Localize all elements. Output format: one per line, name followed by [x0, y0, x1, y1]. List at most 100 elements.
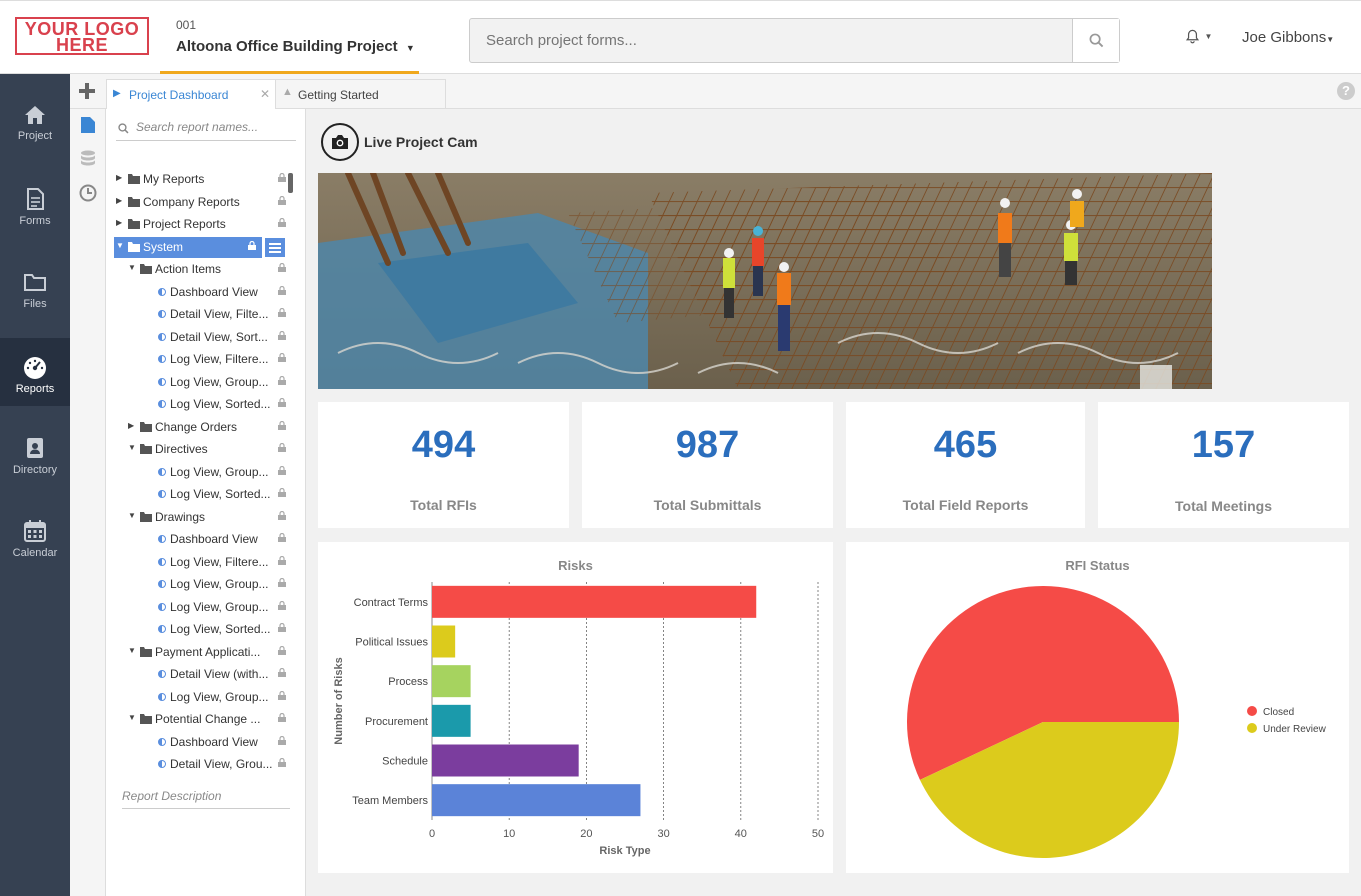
legend-item[interactable]: Under Review — [1247, 723, 1327, 735]
tree-label: Log View, Sorted... — [170, 622, 271, 636]
stat-label: Total RFIs — [410, 497, 477, 513]
bar — [432, 625, 456, 658]
caret-down-icon[interactable]: ▼ — [128, 263, 136, 272]
legend-item[interactable]: Closed — [1247, 706, 1294, 718]
folder-menu-button[interactable] — [264, 236, 286, 258]
tree-label: Log View, Group... — [170, 599, 269, 614]
lock-icon — [278, 398, 286, 407]
contact-book-icon — [27, 438, 43, 458]
tree-folder[interactable]: ▶ My Reports — [114, 169, 286, 190]
report-icon — [158, 737, 166, 746]
caret-right-icon[interactable]: ▶ — [128, 420, 135, 430]
stat-value: 465 — [933, 424, 998, 466]
tree-report[interactable]: Detail View, Filte... — [114, 304, 286, 325]
bell-icon — [1185, 29, 1200, 44]
nav-item-reports[interactable]: Reports — [0, 338, 70, 406]
tree-report[interactable]: Detail View, Sort... — [114, 327, 286, 348]
pie-slice[interactable] — [919, 722, 1179, 858]
tree-report[interactable]: Log View, Group... — [114, 372, 286, 393]
tab-project-dashboard[interactable]: ▶ Project Dashboard ✕ — [106, 79, 276, 109]
folder-icon — [128, 241, 140, 252]
folder-icon — [140, 421, 152, 432]
tree-report[interactable]: Dashboard View — [114, 282, 286, 303]
tree-report[interactable]: Log View, Filtere... — [114, 349, 286, 370]
nav-label: Files — [23, 298, 47, 310]
tree-label: Detail View, Sort... — [170, 329, 268, 344]
caret-down-icon[interactable]: ▼ — [116, 240, 124, 250]
tree-label: Dashboard View — [170, 284, 258, 299]
x-axis-title: Risk Type — [599, 845, 650, 857]
tree-report[interactable]: Detail View, Grou... — [114, 754, 286, 775]
nav-item-calendar[interactable]: Calendar — [0, 519, 70, 587]
nav-item-directory[interactable]: Directory — [0, 436, 70, 504]
company-logo[interactable]: YOUR LOGO HERE — [15, 17, 149, 55]
user-name: Joe Gibbons — [1242, 29, 1327, 46]
tree-folder[interactable]: ▼ Potential Change ... — [114, 709, 286, 730]
caret-right-icon[interactable]: ▶ — [116, 218, 123, 227]
tab-getting-started[interactable]: ▲ Getting Started — [276, 79, 446, 109]
project-selector[interactable]: Altoona Office Building Project ▼ — [176, 38, 415, 55]
stat-card-meetings[interactable]: 157 Total Meetings — [1098, 402, 1349, 528]
caret-down-icon[interactable]: ▼ — [128, 510, 136, 520]
search-button[interactable] — [1072, 19, 1119, 62]
user-menu[interactable]: Joe Gibbons▼ — [1242, 29, 1334, 46]
caret-down-icon[interactable]: ▼ — [128, 645, 136, 655]
caret-down-icon[interactable]: ▼ — [128, 713, 136, 722]
report-icon — [158, 670, 166, 678]
tree-report[interactable]: Log View, Group... — [114, 574, 286, 595]
y-category-label: Team Members — [352, 795, 428, 807]
lock-icon — [278, 510, 286, 520]
tree-folder[interactable]: ▼ System — [114, 236, 262, 258]
lock-icon — [248, 240, 256, 250]
pie-slice[interactable] — [907, 586, 1179, 780]
search-input[interactable] — [470, 19, 1073, 62]
tree-report[interactable]: Dashboard View — [114, 732, 286, 753]
report-list-tool[interactable] — [80, 116, 96, 139]
tree-label: Project Reports — [143, 217, 226, 231]
tree-folder[interactable]: ▼ Action Items — [114, 259, 286, 280]
report-icon — [158, 625, 166, 633]
data-source-tool[interactable] — [80, 150, 96, 173]
notifications-button[interactable]: ▼ — [1185, 29, 1212, 49]
live-cam-image[interactable] — [318, 173, 1212, 389]
nav-item-files[interactable]: Files — [0, 270, 70, 338]
caret-right-icon[interactable]: ▶ — [116, 173, 123, 182]
lock-icon — [278, 443, 286, 452]
tree-report[interactable]: Log View, Filtere... — [114, 552, 286, 573]
project-name: Altoona Office Building Project — [176, 38, 398, 55]
add-tab-button[interactable] — [78, 82, 96, 105]
tree-label: Change Orders — [155, 419, 238, 434]
tree-report[interactable]: Log View, Group... — [114, 687, 286, 708]
tree-report[interactable]: Log View, Group... — [114, 597, 286, 618]
tree-folder[interactable]: ▼ Payment Applicati... — [114, 642, 286, 663]
tree-scrollbar[interactable] — [288, 173, 293, 193]
tree-report[interactable]: Log View, Sorted... — [114, 394, 286, 415]
lock-icon — [278, 668, 286, 677]
tree-folder[interactable]: ▼ Directives — [114, 439, 286, 460]
up-arrow-icon: ▲ — [282, 86, 293, 98]
tree-folder[interactable]: ▶ Company Reports — [114, 192, 286, 213]
nav-item-project[interactable]: Project — [0, 104, 70, 172]
nav-item-forms[interactable]: Forms — [0, 187, 70, 255]
tree-folder[interactable]: ▼ Drawings — [114, 507, 286, 528]
tree-folder[interactable]: ▶ Change Orders — [114, 417, 286, 438]
tree-report[interactable]: Dashboard View — [114, 529, 286, 550]
caret-right-icon[interactable]: ▶ — [116, 195, 123, 205]
help-icon[interactable]: ? — [1337, 82, 1355, 100]
bar — [432, 744, 579, 777]
history-tool[interactable] — [79, 184, 97, 207]
stat-card-field-reports[interactable]: 465 Total Field Reports — [846, 402, 1085, 528]
tree-report[interactable]: Log View, Sorted... — [114, 484, 286, 505]
caret-down-icon[interactable]: ▼ — [128, 443, 136, 452]
close-icon[interactable]: ✕ — [259, 87, 270, 101]
tree-report[interactable]: Log View, Sorted... — [114, 619, 286, 640]
tree-folder[interactable]: ▶ Project Reports — [114, 214, 286, 235]
main-nav: Project Forms Files Reports Directory Ca… — [0, 74, 70, 896]
report-search-input[interactable]: Search report names... — [116, 115, 296, 141]
stat-card-submittals[interactable]: 987 Total Submittals — [582, 402, 833, 528]
legend-label: Closed — [1263, 707, 1294, 718]
tree-report[interactable]: Detail View (with... — [114, 664, 286, 685]
stat-card-rfis[interactable]: 494 Total RFIs — [318, 402, 569, 528]
bar — [432, 704, 471, 737]
tree-report[interactable]: Log View, Group... — [114, 462, 286, 483]
